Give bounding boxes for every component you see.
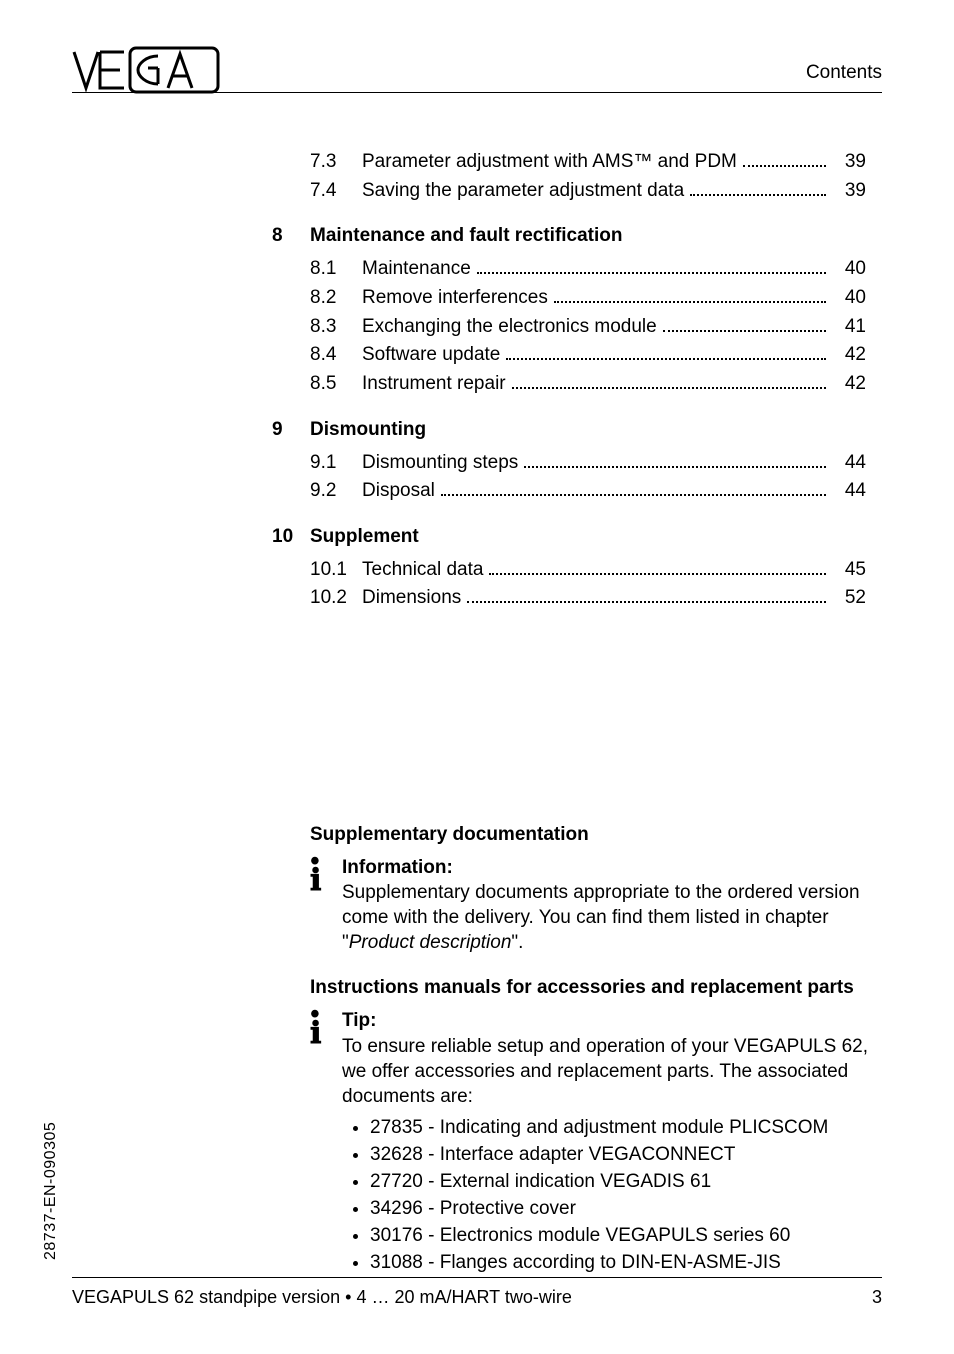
toc-chapter-title: Dismounting [310,417,426,443]
toc-leader-dots [524,448,826,467]
toc-chapter: 9 Dismounting [310,417,866,443]
footer-rule [72,1277,882,1278]
accessories-heading: Instructions manuals for accessories and… [310,975,872,1000]
toc-entry-num: 10.1 [310,557,362,583]
toc-entry: 9.1 Dismounting steps 44 [310,448,866,475]
toc-entry: 10.2 Dimensions 52 [310,584,866,611]
list-item: 34296 - Protective cover [370,1196,872,1221]
toc-entry-num: 8.3 [310,314,362,340]
toc-entry-page: 39 [832,178,866,204]
toc-chapter-num: 8 [272,223,310,249]
toc-chapter: 10 Supplement [310,524,866,550]
toc-chapter-num: 9 [272,417,310,443]
note-label: Information: [342,857,453,878]
page-number: 3 [872,1287,882,1308]
note-text: To ensure reliable setup and operation o… [342,1036,868,1107]
information-note: •ℹ Information: Supplementary documents … [310,855,872,955]
toc-entry-page: 39 [832,149,866,175]
toc-leader-dots [489,556,826,575]
toc-leader-dots [441,477,826,496]
toc-chapter-title: Supplement [310,524,419,550]
toc-entry-page: 44 [832,478,866,504]
toc-entry-page: 40 [832,285,866,311]
footer-title: VEGAPULS 62 standpipe version • 4 … 20 m… [72,1287,572,1308]
toc-chapter-title: Maintenance and fault rectification [310,223,623,249]
toc-entry-num: 8.2 [310,285,362,311]
toc-entry: 7.3 Parameter adjustment with AMS™ and P… [310,148,866,175]
toc-entry: 8.3 Exchanging the electronics module 41 [310,313,866,340]
supplementary-section: Supplementary documentation •ℹ Informati… [310,822,872,1297]
toc-entry-page: 52 [832,585,866,611]
toc-entry: 8.1 Maintenance 40 [310,255,866,282]
toc-leader-dots [477,255,826,274]
toc-leader-dots [690,177,826,196]
toc-entry-page: 44 [832,450,866,476]
toc-entry-page: 40 [832,256,866,282]
toc-entry-page: 42 [832,371,866,397]
accessories-list: 27835 - Indicating and adjustment module… [342,1115,872,1275]
toc-leader-dots [743,148,826,167]
note-text: Supplementary documents appropriate to t… [342,882,860,953]
toc-entry-text: Disposal [362,478,435,504]
toc-entry-page: 45 [832,557,866,583]
toc-leader-dots [663,313,826,332]
list-item: 27720 - External indication VEGADIS 61 [370,1169,872,1194]
toc-entry: 8.4 Software update 42 [310,341,866,368]
toc-entry: 7.4 Saving the parameter adjustment data… [310,177,866,204]
toc-leader-dots [512,370,826,389]
note-label: Tip: [342,1010,376,1031]
header-rule [72,92,882,93]
toc-entry-text: Instrument repair [362,371,506,397]
toc-entry-text: Parameter adjustment with AMS™ and PDM [362,149,737,175]
toc-entry-text: Dismounting steps [362,450,518,476]
toc-leader-dots [554,284,826,303]
tip-note: •ℹ Tip: To ensure reliable setup and ope… [310,1008,872,1277]
toc-entry-num: 7.3 [310,149,362,175]
list-item: 27835 - Indicating and adjustment module… [370,1115,872,1140]
toc-entry-text: Dimensions [362,585,461,611]
toc-entry-page: 41 [832,314,866,340]
toc-entry-num: 8.1 [310,256,362,282]
toc-chapter: 8 Maintenance and fault rectification [310,223,866,249]
toc-entry-text: Saving the parameter adjustment data [362,178,684,204]
toc-entry: 8.2 Remove interferences 40 [310,284,866,311]
toc-entry-num: 8.5 [310,371,362,397]
list-item: 30176 - Electronics module VEGAPULS seri… [370,1223,872,1248]
toc-entry-text: Technical data [362,557,483,583]
toc-entry: 8.5 Instrument repair 42 [310,370,866,397]
toc-entry-page: 42 [832,342,866,368]
header-section-label: Contents [806,62,882,84]
toc-entry-text: Remove interferences [362,285,548,311]
brand-logo [72,44,222,96]
toc-entry-num: 9.1 [310,450,362,476]
toc-leader-dots [506,341,826,360]
info-icon: •ℹ [310,855,342,893]
list-item: 31088 - Flanges according to DIN-EN-ASME… [370,1250,872,1275]
info-icon: •ℹ [310,1008,342,1046]
toc-entry-text: Exchanging the electronics module [362,314,657,340]
toc-entry-num: 9.2 [310,478,362,504]
toc-entry: 9.2 Disposal 44 [310,477,866,504]
toc-leader-dots [467,584,826,603]
toc-entry-text: Software update [362,342,500,368]
toc-entry-num: 7.4 [310,178,362,204]
table-of-contents: 7.3 Parameter adjustment with AMS™ and P… [310,148,866,613]
supplementary-heading: Supplementary documentation [310,822,872,847]
toc-chapter-num: 10 [272,524,310,550]
toc-entry-num: 8.4 [310,342,362,368]
toc-entry-text: Maintenance [362,256,471,282]
toc-entry-num: 10.2 [310,585,362,611]
toc-entry: 10.1 Technical data 45 [310,556,866,583]
list-item: 32628 - Interface adapter VEGACONNECT [370,1142,872,1167]
document-code-vertical: 28737-EN-090305 [42,1122,60,1260]
